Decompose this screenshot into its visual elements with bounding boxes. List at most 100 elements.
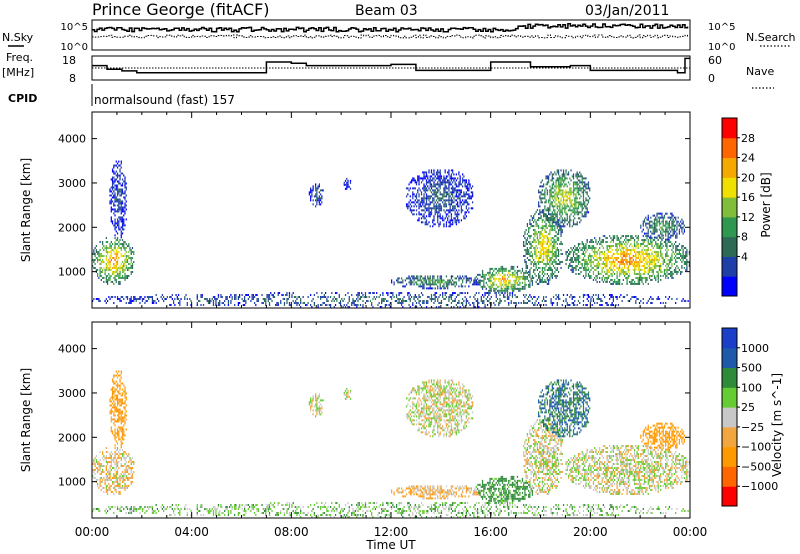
power-cell <box>555 213 557 216</box>
power-cell <box>433 171 435 174</box>
power-cell <box>462 292 464 295</box>
power-cell <box>434 175 436 178</box>
power-cell <box>179 304 181 307</box>
power-cell <box>541 219 543 222</box>
power-cell <box>118 164 120 167</box>
power-cell <box>571 298 573 301</box>
power-cell <box>641 260 643 263</box>
power-cell <box>551 203 553 206</box>
power-cell <box>614 262 616 265</box>
power-cell <box>501 265 504 268</box>
power-cell <box>500 269 502 272</box>
power-cell <box>557 191 560 194</box>
power-cell <box>404 279 406 282</box>
power-cell <box>315 195 317 198</box>
power-cell <box>638 278 641 281</box>
power-cell <box>419 277 421 280</box>
power-cell <box>268 298 271 301</box>
power-cell <box>555 199 557 202</box>
power-cell <box>557 201 560 204</box>
power-cell <box>100 270 102 273</box>
power-cell <box>98 259 100 261</box>
power-cell <box>466 189 469 192</box>
power-cell <box>609 245 611 248</box>
power-cell <box>554 219 556 222</box>
power-cell <box>445 181 448 184</box>
power-cell <box>618 274 621 277</box>
power-cell <box>661 234 663 237</box>
power-cell <box>586 207 588 210</box>
power-cell <box>670 266 672 269</box>
power-cell <box>642 298 644 301</box>
power-cell <box>114 241 116 244</box>
power-cell <box>462 275 464 278</box>
power-cell <box>155 294 157 297</box>
power-cell <box>511 267 514 270</box>
power-cell <box>552 217 555 220</box>
power-cell <box>493 269 495 272</box>
power-cell <box>513 271 515 274</box>
power-cell <box>584 245 586 248</box>
power-cell <box>599 251 601 254</box>
power-cell <box>463 201 465 204</box>
power-cell <box>546 251 548 254</box>
power-cell <box>531 253 534 256</box>
power-cell <box>121 222 124 225</box>
power-cell <box>653 266 656 269</box>
power-cell <box>491 267 494 270</box>
power-cell <box>433 169 435 172</box>
power-cell <box>410 296 413 299</box>
power-cell <box>655 259 657 261</box>
power-cell <box>677 216 679 219</box>
power-cell <box>245 294 247 297</box>
power-cell <box>675 216 677 219</box>
power-cell <box>430 283 433 286</box>
power-cell <box>555 255 557 258</box>
power-cell <box>616 282 618 285</box>
power-cell <box>464 213 466 216</box>
power-cell <box>422 285 424 288</box>
power-cell <box>661 228 663 231</box>
power-cell <box>648 274 651 277</box>
power-cell <box>541 189 543 192</box>
power-cell <box>618 278 621 281</box>
power-cell <box>318 195 320 198</box>
power-cell <box>494 304 496 307</box>
power-cell <box>618 264 621 267</box>
power-cell <box>106 251 109 254</box>
power-cell <box>463 179 465 182</box>
power-cell <box>126 266 129 269</box>
power-cell <box>538 262 540 265</box>
power-cell <box>333 306 335 308</box>
power-cell <box>462 199 464 202</box>
power-cell <box>437 177 439 180</box>
power-cell <box>534 253 536 256</box>
power-cell <box>412 213 414 216</box>
power-cell <box>579 193 581 196</box>
power-cell <box>561 253 563 256</box>
power-cell <box>653 245 656 248</box>
power-cell <box>463 277 465 280</box>
power-cell <box>671 253 673 256</box>
power-cell <box>584 268 586 271</box>
power-cell <box>119 243 121 246</box>
power-cell <box>247 294 249 297</box>
power-cell <box>542 227 545 230</box>
power-cell <box>499 277 501 280</box>
power-cell <box>648 298 651 301</box>
power-cell <box>435 306 438 308</box>
power-cell <box>648 222 651 225</box>
power-cell <box>550 237 552 240</box>
power-cell <box>658 236 661 239</box>
power-cell <box>555 257 557 259</box>
power-cell <box>316 187 318 190</box>
power-cell <box>552 207 555 210</box>
power-cell <box>486 292 489 295</box>
power-cell <box>571 211 573 214</box>
power-cell <box>652 232 654 235</box>
power-cell <box>587 268 590 271</box>
power-cell <box>343 304 345 307</box>
power-cell <box>555 185 557 188</box>
power-cell <box>111 249 114 252</box>
power-cell <box>616 280 618 283</box>
